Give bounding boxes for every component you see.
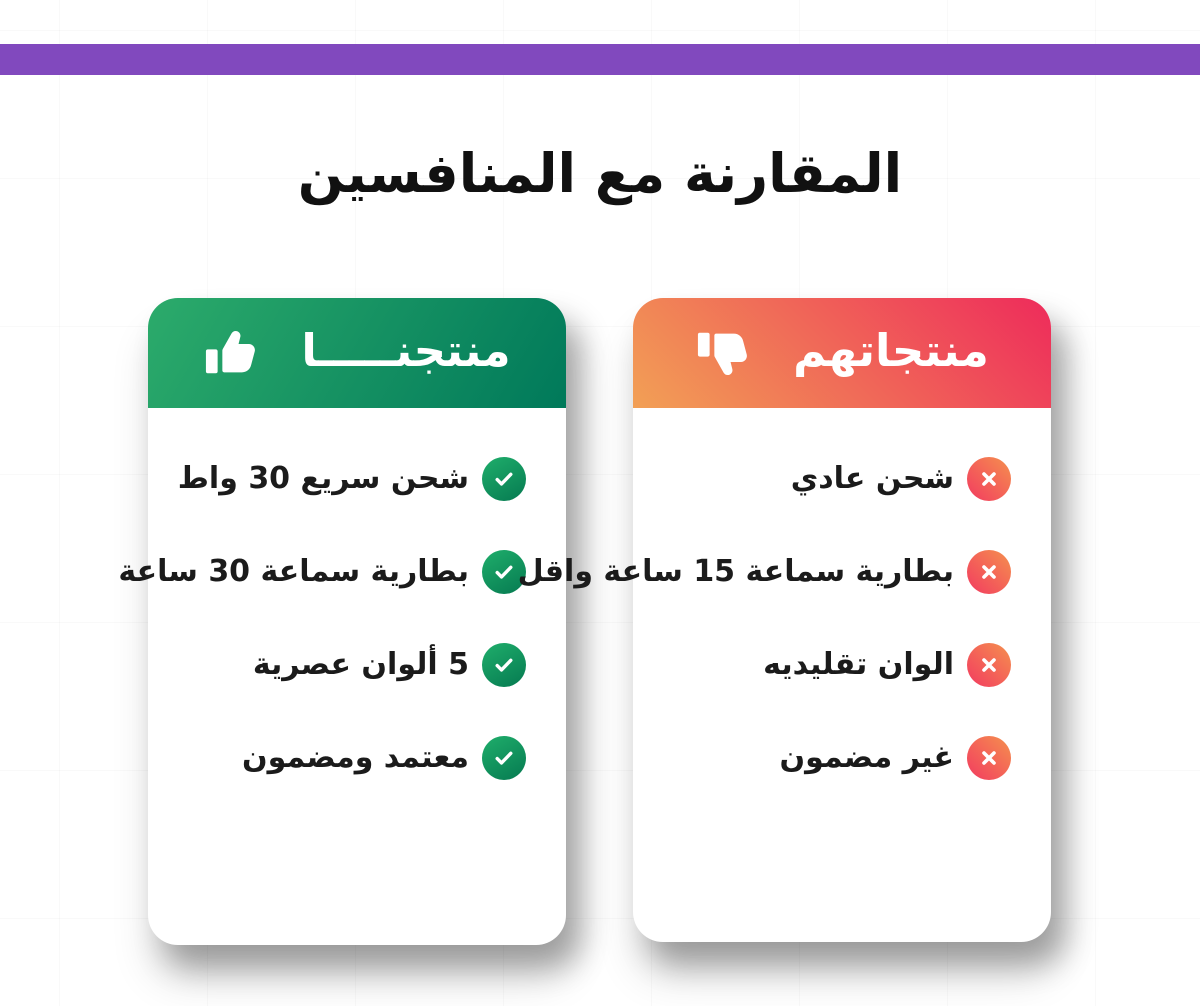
cross-icon: [967, 642, 1011, 687]
item-label: شحن سريع 30 واط: [177, 460, 469, 496]
thumbs-up-icon: [203, 324, 257, 382]
cross-icon: [967, 549, 1011, 594]
cross-icon: [967, 735, 1011, 780]
list-item: غير مضمون: [633, 711, 1051, 804]
our-product-header: منتجنـــــا: [148, 298, 566, 408]
item-label: بطارية سماعة 15 ساعة واقل: [517, 553, 954, 589]
our-product-header-label: منتجنـــــا: [301, 323, 511, 377]
list-item: شحن عادي: [633, 432, 1051, 525]
list-item: الوان تقليديه: [633, 618, 1051, 711]
item-label: 5 ألوان عصرية: [252, 646, 469, 682]
item-label: غير مضمون: [779, 739, 954, 775]
their-products-header: منتجاتهم: [633, 298, 1051, 408]
check-icon: [482, 549, 526, 594]
item-label: بطارية سماعة 30 ساعة: [118, 553, 469, 589]
cross-icon: [967, 456, 1011, 501]
check-icon: [482, 642, 526, 687]
list-item: معتمد ومضمون: [148, 711, 566, 804]
their-products-list: شحن عادي بطارية سماعة 15 ساعة واقل الوان…: [518, 408, 1051, 804]
item-label: معتمد ومضمون: [242, 739, 469, 775]
item-label: الوان تقليديه: [763, 646, 954, 682]
thumbs-down-icon: [695, 324, 749, 382]
list-item: شحن سريع 30 واط: [148, 432, 566, 525]
our-product-card: منتجنـــــا شحن سريع 30 واط بطارية سماعة…: [118, 298, 566, 945]
list-item: بطارية سماعة 15 ساعة واقل: [518, 525, 1051, 618]
list-item: 5 ألوان عصرية: [148, 618, 566, 711]
top-accent-bar: [0, 44, 1200, 75]
check-icon: [482, 456, 526, 501]
our-product-list: شحن سريع 30 واط بطارية سماعة 30 ساعة 5 أ…: [118, 408, 566, 804]
list-item: بطارية سماعة 30 ساعة: [118, 525, 566, 618]
check-icon: [482, 735, 526, 780]
their-products-header-label: منتجاتهم: [793, 323, 989, 377]
their-products-card: منتجاتهم شحن عادي بطارية سماعة 15 ساعة و…: [518, 298, 1051, 942]
page-title: المقارنة مع المنافسين: [297, 142, 903, 205]
item-label: شحن عادي: [790, 460, 954, 496]
